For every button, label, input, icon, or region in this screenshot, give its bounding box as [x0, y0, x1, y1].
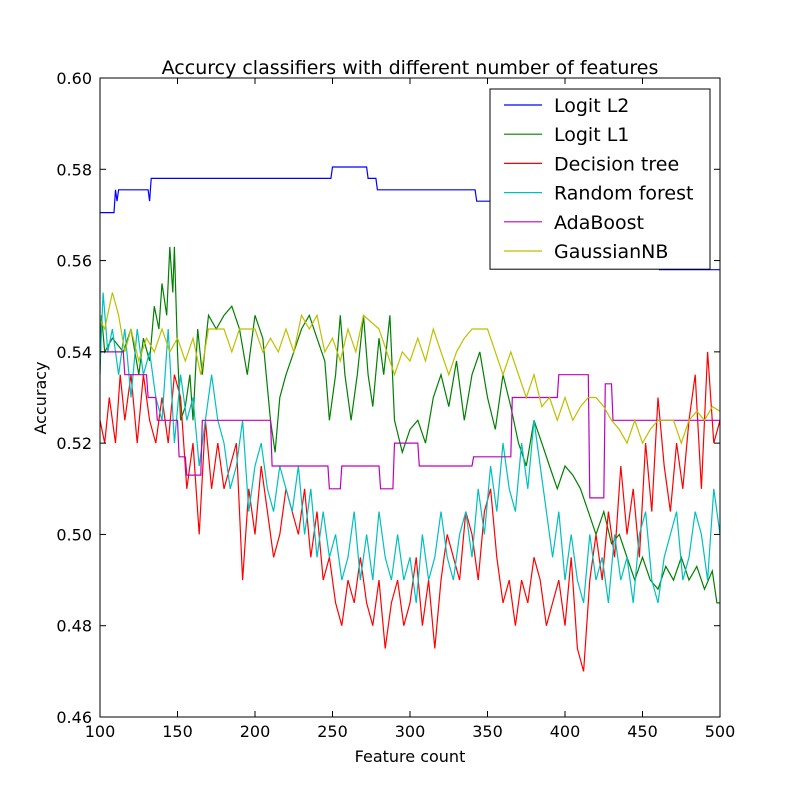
axis-ticks: 100 150 200 250 300 350 400 450 500 0.46 0.48 0.50 0… [56, 69, 735, 741]
series-line-logit-l1 [100, 246, 720, 604]
x-tick-label: 100 [85, 722, 116, 741]
y-tick-label: 0.60 [56, 69, 92, 88]
series-line-random-forest [100, 292, 720, 604]
x-tick-label: 450 [627, 722, 658, 741]
legend-box [489, 88, 711, 270]
legend: Logit L2 Logit L1 Decision tree Random fore… [489, 88, 711, 270]
series-line-gaussiannb [100, 292, 720, 445]
x-tick-label: 500 [705, 722, 736, 741]
x-tick-label: 400 [550, 722, 581, 741]
y-tick-label: 0.56 [56, 252, 92, 271]
x-tick-label: 300 [395, 722, 426, 741]
legend-label: GaussianNB [554, 241, 668, 263]
legend-label: Logit L1 [554, 124, 629, 146]
y-axis-label: Accuracy [31, 361, 50, 434]
y-tick-label: 0.46 [56, 708, 92, 727]
x-tick-label: 200 [240, 722, 271, 741]
series-line-adaboost [100, 351, 720, 499]
legend-label: Random forest [554, 183, 693, 205]
y-tick-label: 0.52 [56, 434, 92, 453]
legend-label: AdaBoost [554, 212, 644, 234]
x-tick-label: 250 [317, 722, 348, 741]
chart-title: Accurcy classifiers with different numbe… [162, 57, 659, 79]
y-tick-label: 0.54 [56, 343, 92, 362]
y-tick-label: 0.50 [56, 525, 92, 544]
legend-label: Decision tree [554, 153, 679, 175]
series-layer [100, 166, 720, 672]
legend-label: Logit L2 [554, 95, 629, 117]
x-axis-label: Feature count [355, 747, 466, 766]
y-tick-label: 0.58 [56, 160, 92, 179]
x-tick-label: 350 [472, 722, 503, 741]
y-tick-label: 0.48 [56, 617, 92, 636]
x-tick-label: 150 [162, 722, 193, 741]
